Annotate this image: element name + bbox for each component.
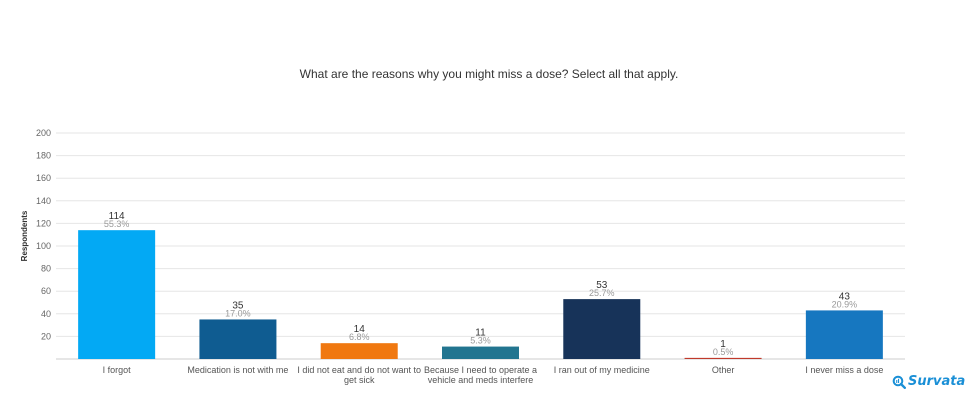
- x-tick-label: Other: [712, 365, 735, 375]
- bar: [563, 299, 641, 359]
- value-label: 1: [720, 339, 726, 350]
- percent-label: 17.0%: [225, 308, 251, 318]
- percent-label: 5.3%: [470, 336, 491, 346]
- survata-logo: Survata: [892, 374, 965, 389]
- value-label: 14: [354, 324, 366, 335]
- y-tick-label: 140: [36, 196, 51, 206]
- x-tick-label: Because I need to operate a: [424, 365, 537, 375]
- bar: [320, 343, 398, 359]
- bar: [684, 357, 762, 359]
- bar: [78, 230, 156, 359]
- percent-label: 55.3%: [104, 219, 130, 229]
- x-axis-labels: I forgot Medication is not with me I did n…: [103, 365, 884, 385]
- y-tick-label: 200: [36, 128, 51, 138]
- value-label: 114: [109, 211, 125, 222]
- percent-label: 25.7%: [589, 288, 615, 298]
- y-tick-label: 60: [41, 286, 51, 296]
- value-label: 35: [232, 300, 244, 311]
- y-tick-label: 80: [41, 264, 51, 274]
- bars: [78, 230, 883, 359]
- x-tick-label: Medication is not with me: [187, 365, 288, 375]
- value-label: 43: [839, 291, 851, 302]
- bar: [442, 346, 519, 359]
- value-label: 11: [475, 328, 486, 339]
- y-tick-label: 180: [36, 151, 51, 161]
- x-tick-label: I did not eat and do not want to: [297, 365, 421, 375]
- value-label: 53: [596, 280, 608, 291]
- percent-label: 20.9%: [832, 299, 858, 309]
- bar: [805, 310, 883, 359]
- x-tick-label: vehicle and meds interfere: [428, 375, 534, 385]
- y-axis-ticks: 20 40 60 80 100 120 140 160 180 200: [36, 128, 51, 341]
- y-tick-label: 160: [36, 173, 51, 183]
- magnifier-icon: [892, 375, 906, 389]
- brand-name: Survata: [908, 374, 966, 389]
- y-tick-label: 20: [41, 331, 51, 341]
- y-tick-label: 40: [41, 309, 51, 319]
- percent-label: 0.5%: [713, 347, 734, 357]
- x-tick-label: I never miss a dose: [805, 365, 883, 375]
- chart-title: What are the reasons why you might miss …: [300, 67, 679, 81]
- x-tick-label: I ran out of my medicine: [554, 365, 650, 375]
- percent-label: 6.8%: [349, 332, 370, 342]
- y-axis-label: Respondents: [20, 210, 29, 261]
- y-tick-label: 120: [36, 218, 51, 228]
- bar: [199, 319, 277, 359]
- x-tick-label: I forgot: [103, 365, 132, 375]
- y-tick-label: 100: [36, 241, 51, 251]
- x-tick-label: get sick: [344, 375, 375, 385]
- gridlines: [56, 132, 905, 360]
